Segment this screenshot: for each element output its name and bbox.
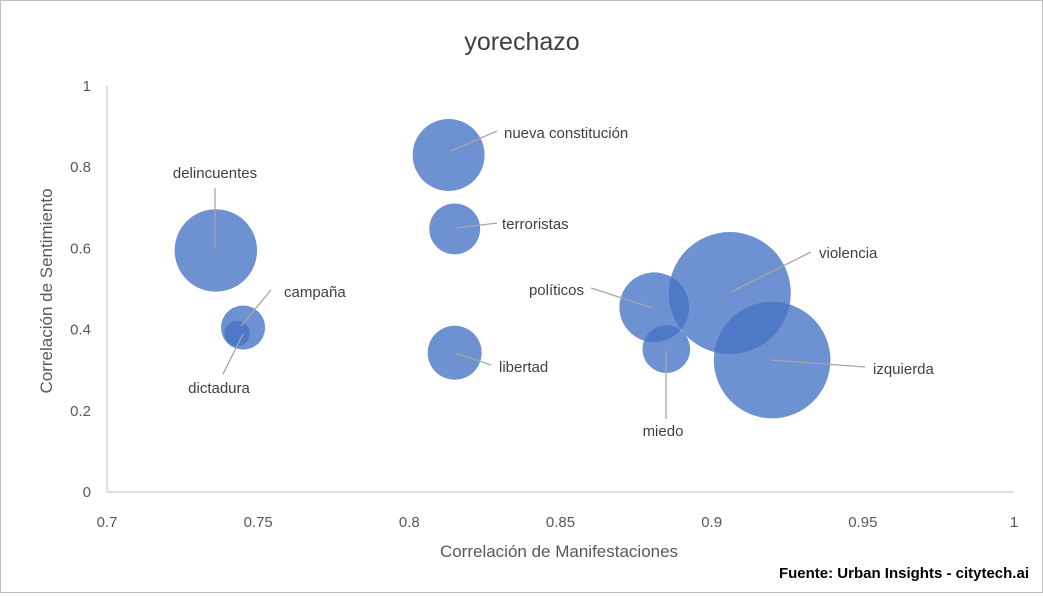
- bubble-label-delincuentes: delincuentes: [173, 165, 257, 182]
- y-axis-title: Correlación de Sentimiento: [37, 188, 56, 393]
- bubble-label-nueva-constitución: nueva constitución: [504, 125, 628, 142]
- y-tick-label: 1: [83, 78, 91, 95]
- leader-line: [455, 352, 492, 366]
- bubble-label-terroristas: terroristas: [502, 216, 569, 233]
- bubble-label-políticos: políticos: [529, 282, 584, 299]
- x-tick-label: 0.9: [701, 514, 722, 531]
- bubble-políticos: [619, 272, 690, 343]
- bubble-miedo: [642, 325, 691, 373]
- leader-line: [240, 289, 272, 327]
- leader-line: [730, 251, 812, 293]
- y-tick-label: 0.2: [70, 403, 91, 420]
- bubble-libertad: [427, 325, 482, 380]
- bubble-label-violencia: violencia: [819, 245, 878, 262]
- bubble-labels: delincuentes campaña dictadura nueva consti…: [173, 125, 935, 440]
- bubble-label-izquierda: izquierda: [873, 361, 935, 378]
- chart-title: yorechazo: [464, 28, 579, 56]
- source-note: Fuente: Urban Insights - citytech.ai: [779, 565, 1029, 582]
- bubble-label-miedo: miedo: [643, 423, 684, 440]
- x-tick-label: 0.7: [97, 514, 118, 531]
- bubbles: [174, 119, 831, 419]
- y-tick-label: 0: [83, 484, 91, 501]
- x-tick-label: 0.85: [546, 514, 575, 531]
- axes: 0.7 0.75 0.8 0.85 0.9 0.95 1 0 0.2 0.4 0.6 0.8 1: [70, 78, 1018, 531]
- y-tick-label: 0.4: [70, 322, 91, 339]
- y-tick-label: 0.6: [70, 240, 91, 257]
- x-tick-label: 1: [1010, 514, 1018, 531]
- x-tick-label: 0.75: [244, 514, 273, 531]
- bubble-label-campaña: campaña: [284, 284, 346, 301]
- bubble-nueva-constitución: [412, 119, 485, 191]
- x-axis-title: Correlación de Manifestaciones: [440, 542, 678, 561]
- leader-line: [770, 359, 866, 368]
- bubble-label-libertad: libertad: [499, 359, 548, 376]
- y-tick-label: 0.8: [70, 159, 91, 176]
- bubble-delincuentes: [174, 209, 258, 292]
- bubble-terroristas: [429, 203, 481, 255]
- bubble-label-dictadura: dictadura: [188, 380, 250, 397]
- leader-line: [450, 130, 498, 152]
- bubble-dictadura: [224, 320, 250, 347]
- leader-lines: [214, 130, 866, 419]
- leader-line: [590, 287, 654, 309]
- x-tick-label: 0.8: [399, 514, 420, 531]
- leader-line: [456, 222, 498, 229]
- x-tick-label: 0.95: [848, 514, 877, 531]
- leader-line: [222, 333, 244, 375]
